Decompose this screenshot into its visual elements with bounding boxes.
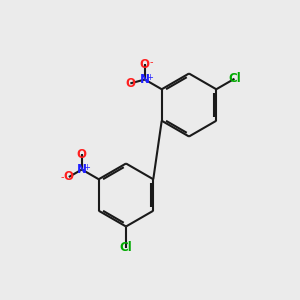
- Text: Cl: Cl: [120, 241, 132, 254]
- Text: -: -: [150, 57, 153, 67]
- Text: Cl: Cl: [228, 72, 241, 85]
- Text: -: -: [61, 172, 64, 182]
- Text: O: O: [140, 58, 150, 71]
- Text: O: O: [125, 77, 135, 90]
- Text: N: N: [77, 163, 87, 176]
- Text: N: N: [140, 73, 150, 86]
- Text: +: +: [83, 163, 90, 172]
- Text: O: O: [64, 170, 74, 184]
- Text: +: +: [146, 73, 153, 82]
- Text: O: O: [77, 148, 87, 161]
